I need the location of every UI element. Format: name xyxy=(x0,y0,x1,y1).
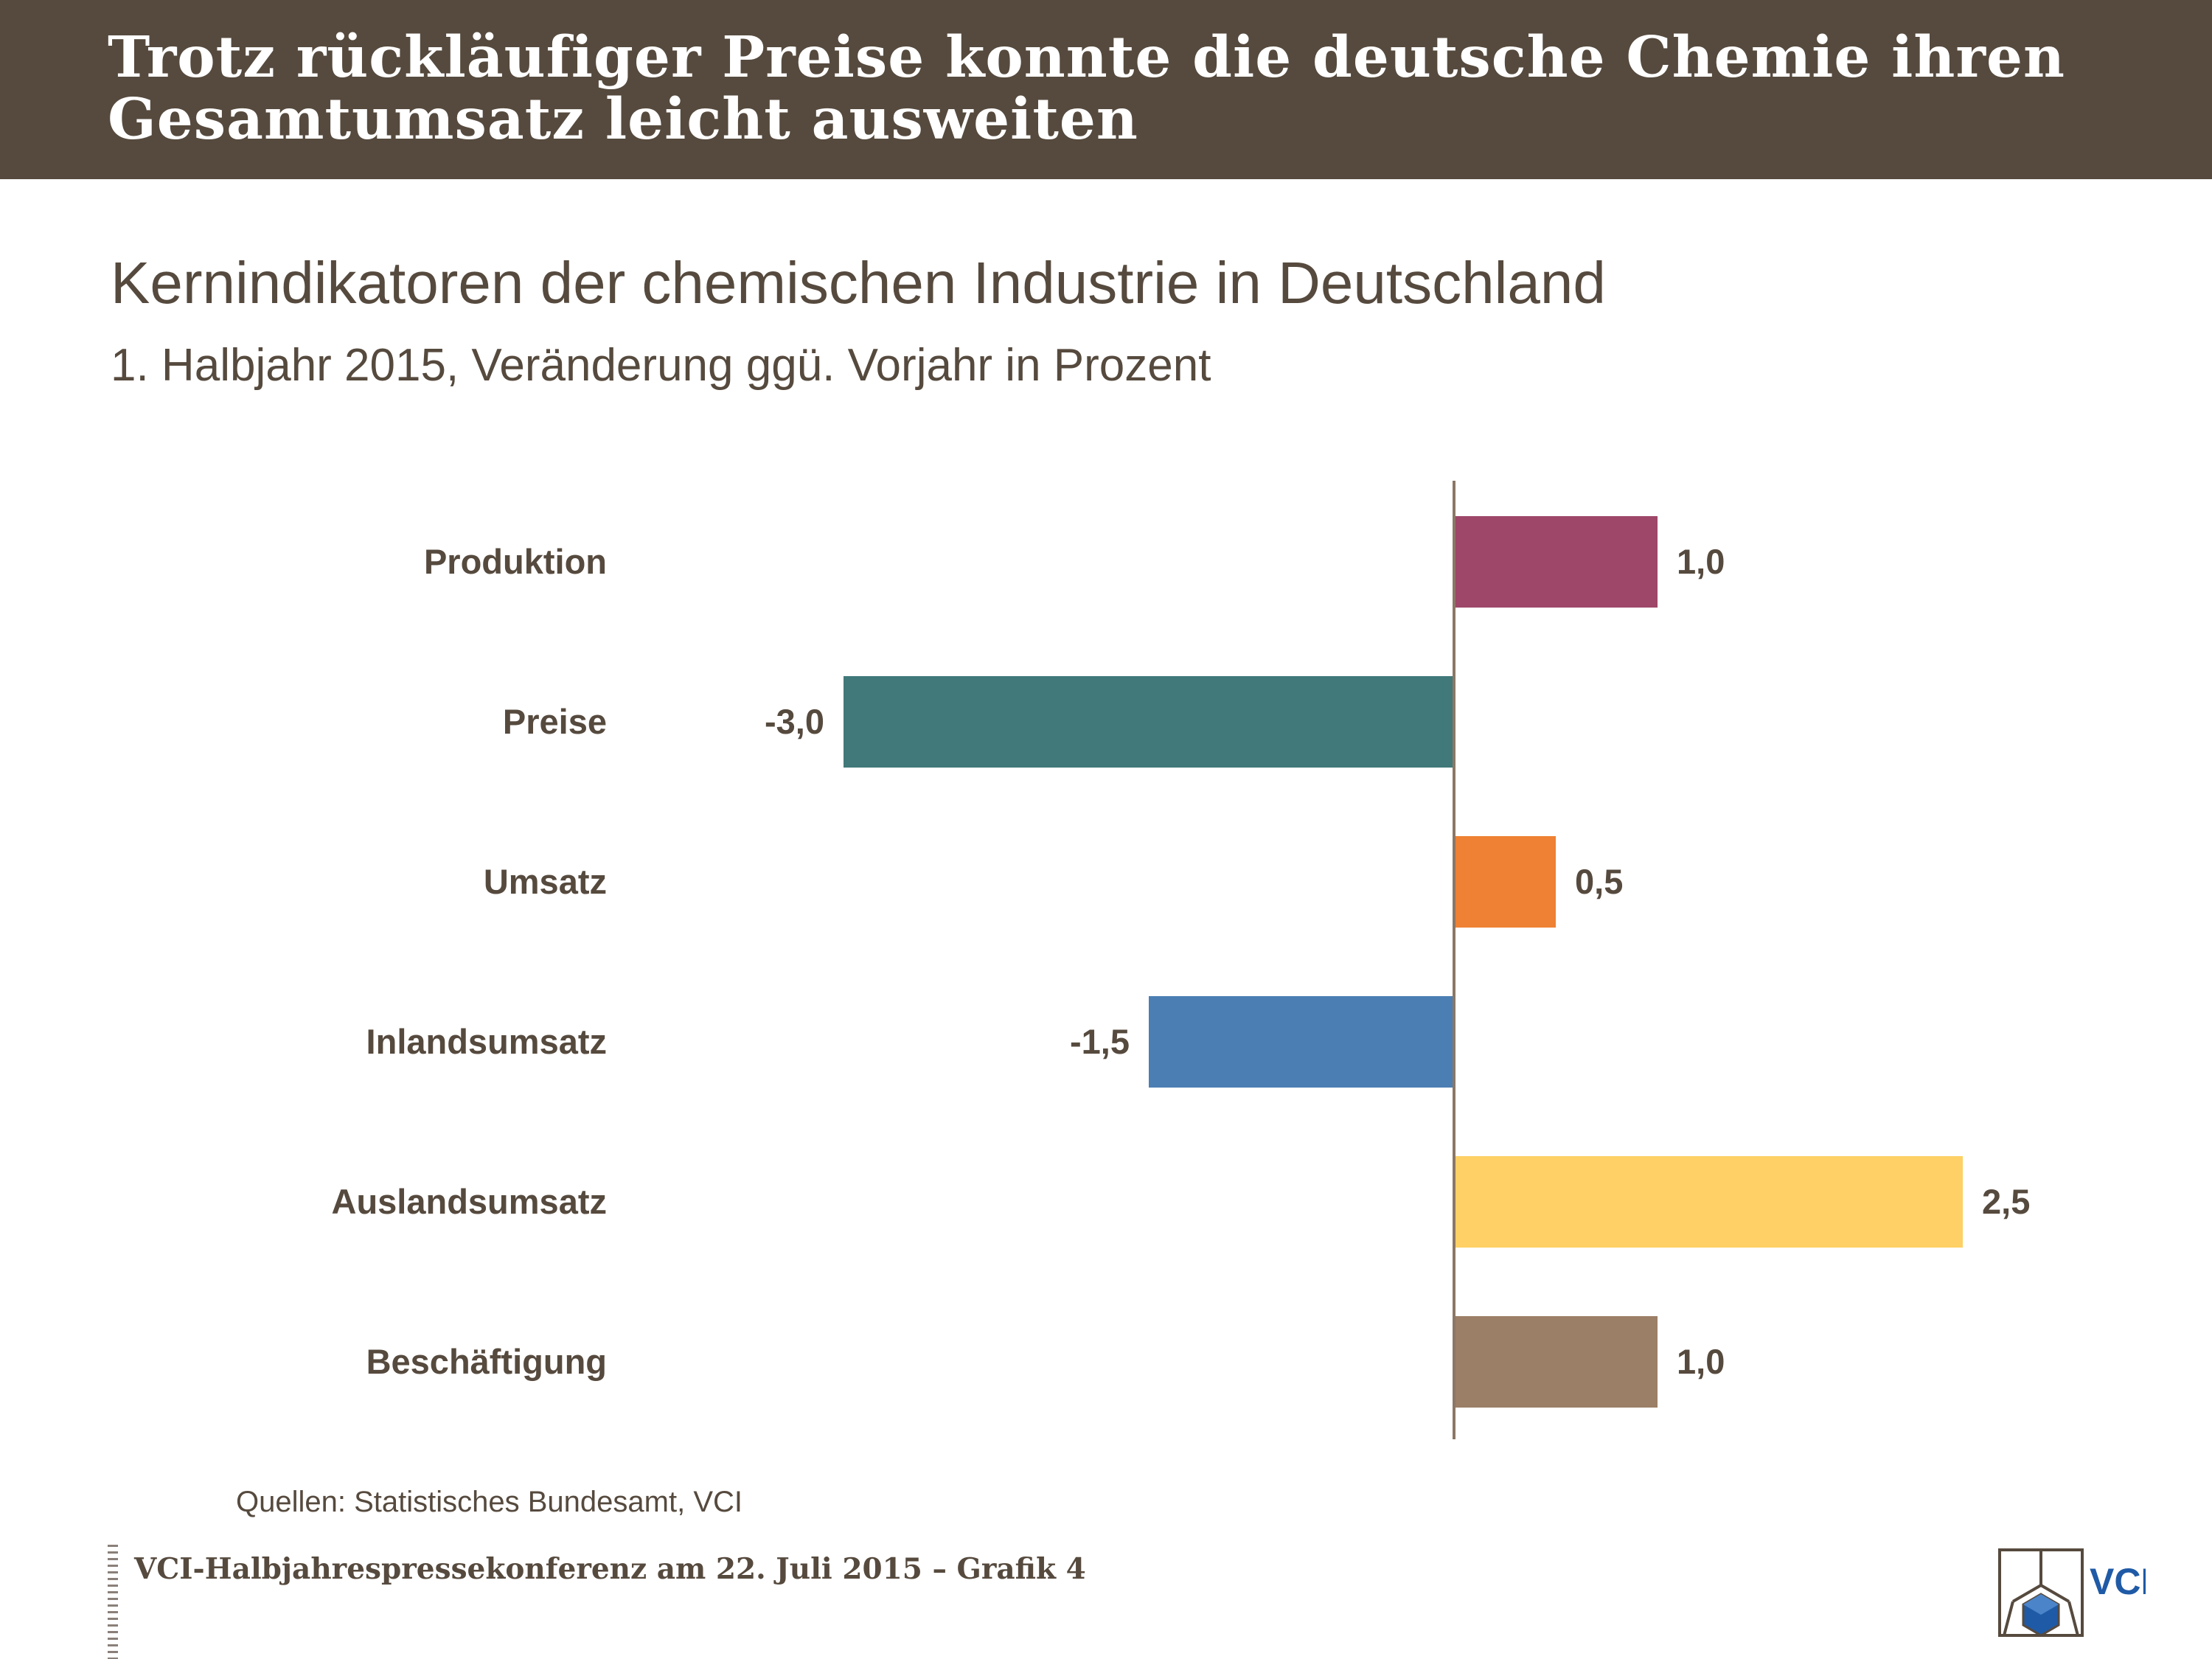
value-label: 0,5 xyxy=(1575,862,1623,901)
header-band xyxy=(0,0,2212,179)
vci-logo: VCI xyxy=(1998,1548,2146,1637)
bar-3 xyxy=(1454,836,1556,928)
chart-title: Kernindikatoren der chemischen Industrie… xyxy=(111,250,1606,316)
category-label: Umsatz xyxy=(484,862,607,901)
page-title-line-1: Trotz rückläufiger Preise konnte die deu… xyxy=(108,24,2065,91)
footer-caption: VCI-Halbjahrespressekonferenz am 22. Jul… xyxy=(134,1552,1086,1586)
bar-1 xyxy=(1454,516,1658,608)
page-title-line-2: Gesamtumsatz leicht ausweiten xyxy=(108,86,1138,153)
logo-text: VCI xyxy=(2090,1561,2146,1602)
value-label: 1,0 xyxy=(1677,542,1725,581)
bar-2 xyxy=(844,676,1454,768)
source-note: Quellen: Statistisches Bundesamt, VCI xyxy=(236,1486,742,1518)
category-label: Produktion xyxy=(424,542,607,581)
bar-4 xyxy=(1149,996,1454,1088)
value-label: 2,5 xyxy=(1982,1182,2030,1221)
bar-5 xyxy=(1454,1156,1963,1248)
category-label: Inlandsumsatz xyxy=(366,1022,607,1061)
footer-divider xyxy=(108,1545,118,1659)
value-label: 1,0 xyxy=(1677,1342,1725,1381)
category-label: Preise xyxy=(503,702,607,741)
chart-subtitle: 1. Halbjahr 2015, Veränderung ggü. Vorja… xyxy=(111,340,1211,391)
category-label: Auslandsumsatz xyxy=(332,1182,607,1221)
bar-6 xyxy=(1454,1316,1658,1408)
value-label: -3,0 xyxy=(765,702,824,741)
category-label: Beschäftigung xyxy=(366,1342,607,1381)
page-title: Trotz rückläufiger Preise konnte die deu… xyxy=(108,27,2172,150)
value-label: -1,5 xyxy=(1070,1022,1130,1061)
